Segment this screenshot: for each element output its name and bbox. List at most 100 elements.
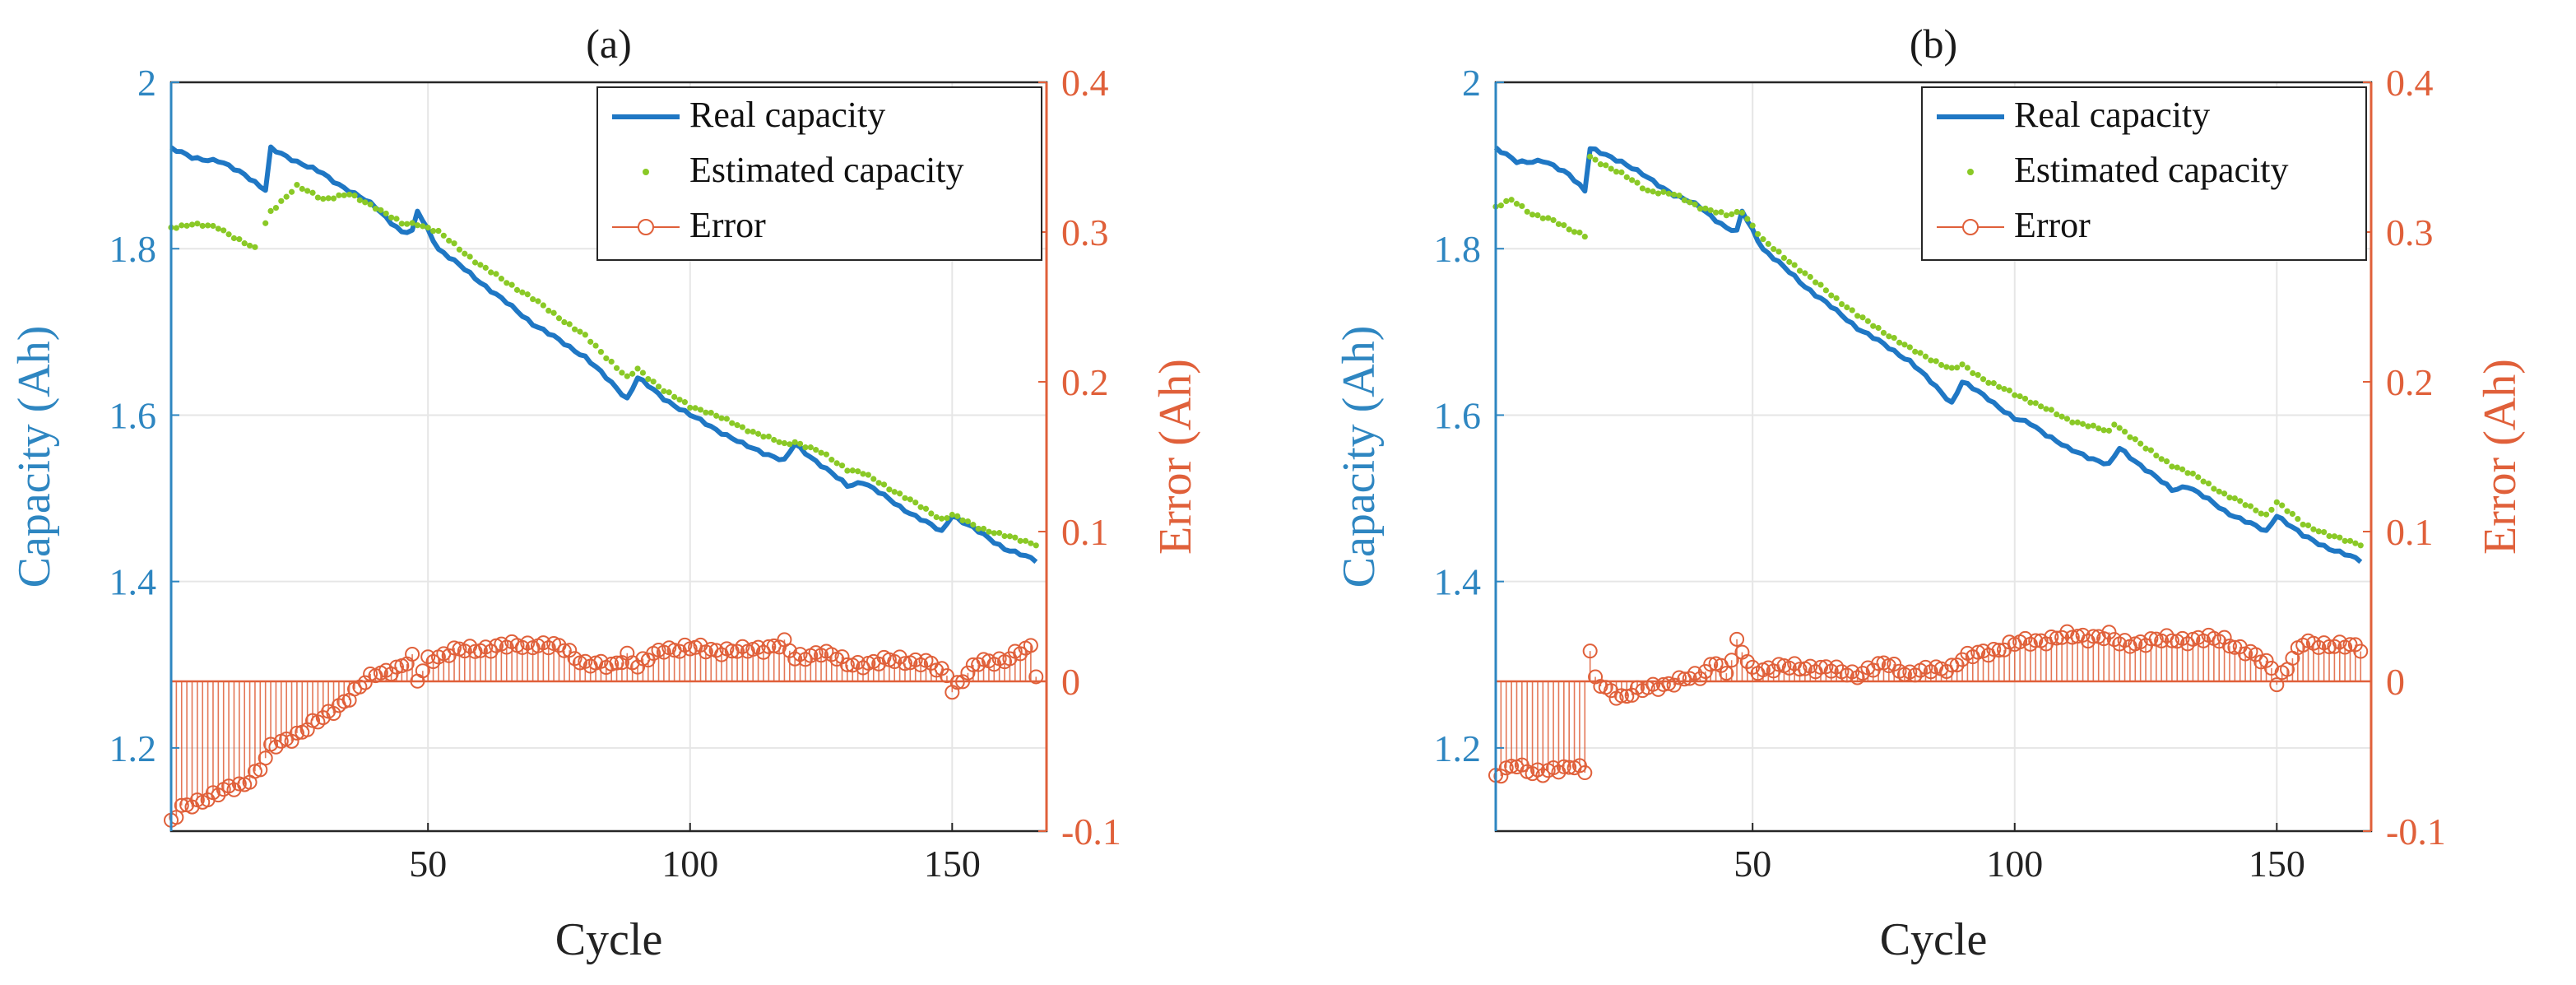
panel-a-estimated-point bbox=[378, 207, 384, 213]
panel-a-error-marker bbox=[310, 714, 326, 730]
panel-a-estimated-point bbox=[796, 440, 804, 447]
panel-b-estimated-point bbox=[1723, 212, 1729, 219]
panel-a-estimated-point bbox=[1022, 537, 1029, 544]
panel-b-estimated-point bbox=[1870, 323, 1877, 329]
panel-b-estimated-point bbox=[1859, 314, 1866, 321]
panel-a-error-marker bbox=[856, 660, 871, 676]
panel-b-estimated-point bbox=[2231, 495, 2238, 502]
panel-a-error-marker bbox=[231, 776, 247, 792]
panel-a-title: (a) bbox=[586, 21, 632, 67]
panel-b-legend-entry: Error bbox=[2014, 205, 2091, 245]
panel-a-estimated-point bbox=[813, 447, 819, 453]
panel-b-estimated-point bbox=[1771, 245, 1777, 253]
panel-a-estimated-point bbox=[865, 472, 871, 478]
panel-b-estimated-point bbox=[1807, 273, 1813, 281]
panel-a-legend-entry: Real capacity bbox=[689, 95, 885, 135]
panel-b-error-marker bbox=[2221, 639, 2237, 654]
panel-a-estimated-point bbox=[1017, 537, 1023, 544]
panel-a-estimated-point bbox=[666, 389, 672, 396]
panel-a-estimated-point bbox=[959, 517, 966, 523]
panel-b-estimated-point bbox=[1948, 365, 1955, 371]
panel-b-estimated-point bbox=[1754, 230, 1761, 238]
panel-b-estimated-point bbox=[1603, 162, 1609, 169]
panel-b-estimated-point bbox=[1503, 197, 1510, 204]
panel-a-estimated-point bbox=[723, 416, 730, 422]
panel-b-estimated-point bbox=[1796, 267, 1803, 274]
panel-b-estimated-point bbox=[2137, 440, 2144, 447]
panel-b-estimated-point bbox=[2032, 400, 2039, 407]
panel-b-estimated-point bbox=[2132, 436, 2138, 443]
panel-b-error-marker bbox=[2143, 631, 2159, 647]
panel-b-estimated-point bbox=[2085, 423, 2091, 430]
panel-a-estimated-point bbox=[807, 444, 814, 451]
panel-b-estimated-point bbox=[2105, 427, 2113, 434]
panel-b-error-marker bbox=[2154, 633, 2170, 648]
panel-a-estimated-point bbox=[504, 280, 510, 286]
panel-b-error-marker bbox=[1593, 679, 1608, 695]
panel-a-error-marker bbox=[405, 647, 420, 662]
panel-b-estimated-point bbox=[1828, 292, 1835, 299]
panel-a-error-marker bbox=[578, 653, 593, 669]
panel-a-estimated-point bbox=[624, 373, 630, 379]
panel-b-estimated-point bbox=[1854, 313, 1861, 319]
panel-b-estimated-point bbox=[1671, 191, 1678, 198]
panel-a: 50 100 150 1.2 1.4 1.6 1.8 2 -0.1 0 0.1 0.2 0.3 0.4 (a… bbox=[9, 21, 1201, 965]
panel-b-estimated-point bbox=[1561, 222, 1567, 229]
panel-a-estimated-point bbox=[734, 422, 740, 429]
panel-a-estimated-point bbox=[524, 291, 531, 298]
panel-a-error-marker bbox=[562, 643, 578, 658]
panel-b-estimated-point bbox=[2043, 406, 2049, 412]
panel-a-y-right-tick-label: -0.1 bbox=[1061, 811, 1121, 853]
panel-b-estimated-point bbox=[2352, 540, 2359, 546]
panel-a-error-marker bbox=[609, 655, 624, 671]
panel-a-estimated-point bbox=[493, 271, 499, 277]
panel-a-estimated-point bbox=[336, 192, 342, 198]
panel-b-estimated-series bbox=[1492, 153, 2364, 549]
panel-b-estimated-point bbox=[1901, 341, 1908, 348]
panel-b-estimated-point bbox=[1660, 188, 1667, 195]
panel-a-estimated-point bbox=[367, 201, 374, 208]
panel-b-estimated-point bbox=[2273, 499, 2280, 505]
panel-b-estimated-point bbox=[2326, 532, 2332, 540]
panel-a-estimated-point bbox=[996, 530, 1003, 537]
panel-b-legend-entry: Real capacity bbox=[2014, 95, 2210, 135]
panel-b-estimated-point bbox=[1975, 372, 1981, 379]
panel-a-estimated-point bbox=[246, 242, 253, 249]
panel-a-estimated-point bbox=[802, 444, 809, 451]
panel-a-estimated-point bbox=[550, 309, 557, 316]
panel-b-estimated-point bbox=[2237, 498, 2244, 504]
panel-a-error-marker bbox=[839, 657, 855, 672]
panel-b-estimated-point bbox=[2169, 463, 2175, 470]
panel-a-estimated-point bbox=[754, 430, 762, 437]
panel-b-estimated-point bbox=[1849, 307, 1855, 314]
panel-b-estimated-point bbox=[1734, 208, 1740, 216]
panel-b-y-right-tick-label: -0.1 bbox=[2386, 811, 2446, 853]
panel-a-estimated-point bbox=[886, 486, 893, 493]
panel-a-estimated-point bbox=[613, 365, 620, 371]
panel-b-error-marker bbox=[1803, 658, 1818, 674]
panel-a-estimated-point bbox=[849, 467, 856, 474]
panel-b-estimated-point bbox=[1513, 201, 1520, 207]
panel-a-estimated-point bbox=[220, 227, 227, 234]
panel-b-estimated-point bbox=[2147, 447, 2155, 453]
panel-a-estimated-point bbox=[833, 460, 840, 467]
panel-b-estimated-point bbox=[1749, 222, 1756, 229]
panel-a-estimated-point bbox=[236, 236, 243, 243]
panel-a-estimated-point bbox=[781, 439, 788, 447]
panel-a-estimated-point bbox=[429, 228, 437, 235]
panel-b-estimated-point bbox=[2200, 478, 2207, 485]
panel-a-legend-entry: Error bbox=[689, 205, 766, 245]
panel-a-error-marker bbox=[735, 639, 750, 654]
panel-a-estimated-point bbox=[922, 505, 930, 512]
panel-b-error-marker bbox=[1655, 676, 1671, 692]
panel-b-error-marker bbox=[2101, 625, 2117, 640]
panel-a-error-marker bbox=[787, 651, 803, 667]
panel-a-estimated-point bbox=[477, 262, 484, 268]
panel-a-estimated-point bbox=[451, 240, 457, 247]
panel-b-estimated-point bbox=[1990, 380, 1997, 387]
panel-a-estimated-point bbox=[356, 197, 363, 203]
panel-b-estimated-point bbox=[2079, 420, 2086, 427]
panel-b-estimated-point bbox=[2001, 385, 2007, 393]
panel-a-error-marker bbox=[289, 725, 304, 741]
panel-b-error-marker bbox=[1493, 769, 1509, 784]
